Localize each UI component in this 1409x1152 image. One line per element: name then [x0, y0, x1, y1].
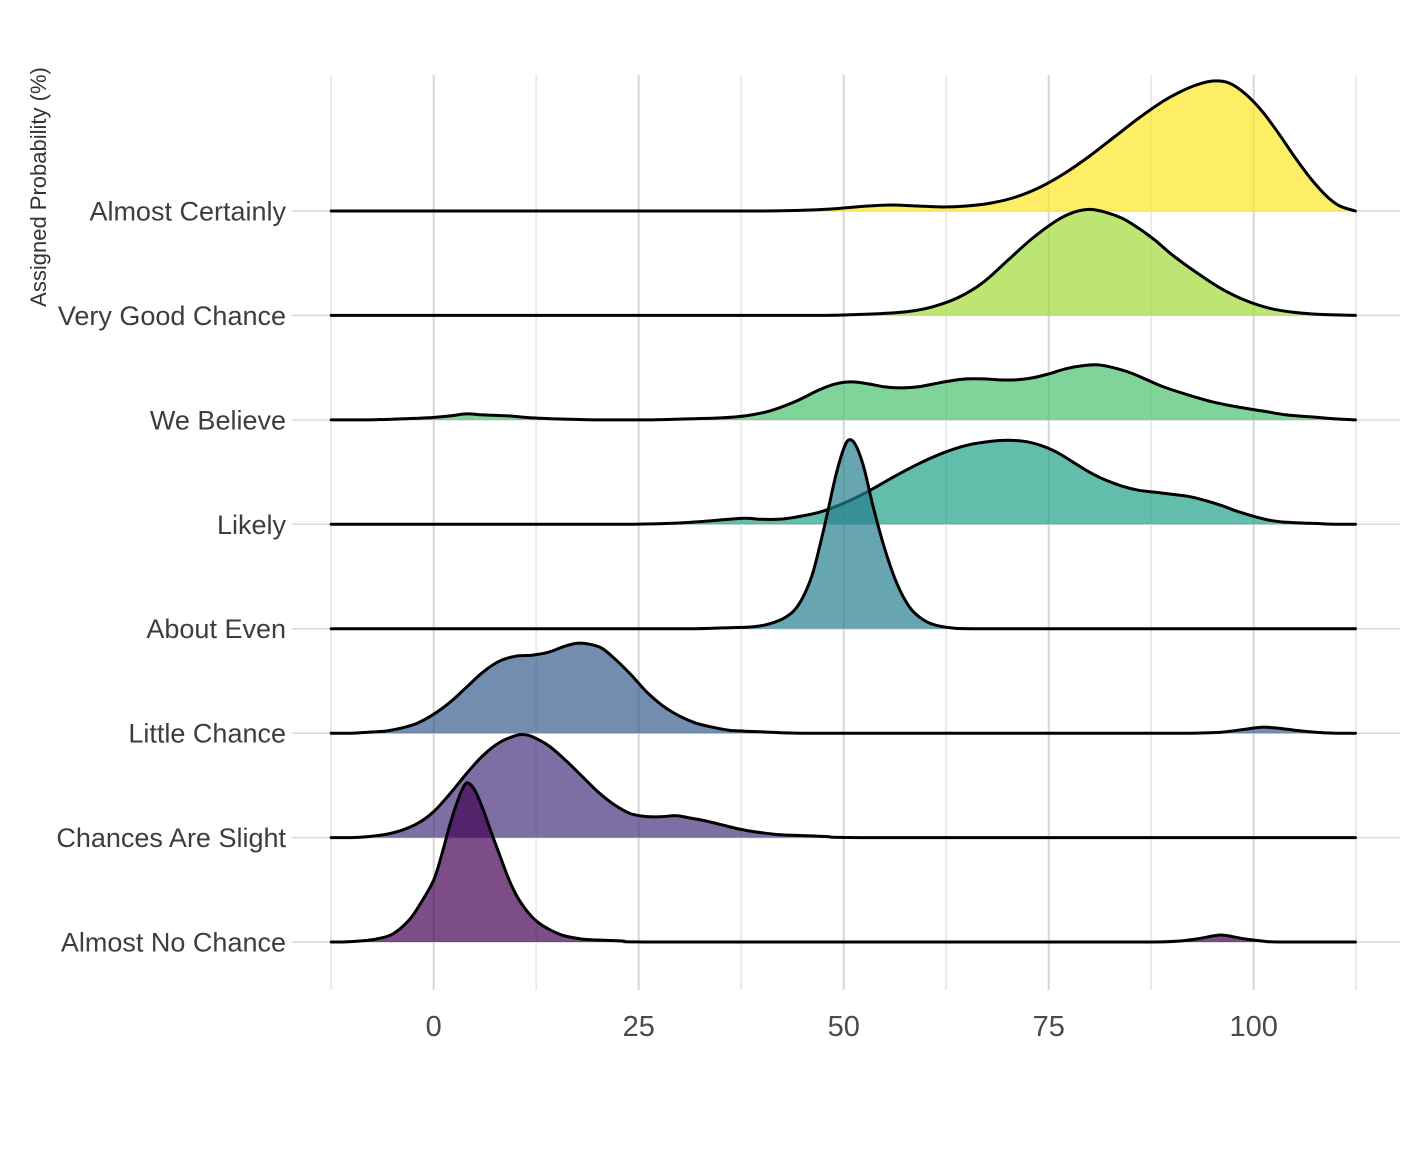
ridge-layer [329, 79, 1357, 944]
ridge-almost-no-chance [329, 781, 1357, 944]
ridge-about-even [329, 438, 1357, 631]
category-label-chances-are-slight: Chances Are Slight [56, 823, 286, 853]
category-label-we-believe: We Believe [150, 405, 286, 435]
x-tick-label-75: 75 [1033, 1011, 1065, 1043]
ridge-we-believe [329, 363, 1357, 422]
category-label-very-good-chance: Very Good Chance [58, 301, 286, 331]
ridge-little-chance [329, 641, 1357, 735]
label-layer: Almost Certainly Very Good Chance We Belie… [56, 197, 1278, 1044]
category-label-almost-certainly: Almost Certainly [89, 197, 286, 227]
category-label-almost-no-chance: Almost No Chance [61, 928, 286, 958]
ridge-likely [329, 438, 1357, 526]
x-tick-label-25: 25 [623, 1011, 655, 1043]
ridge-almost-certainly [329, 79, 1357, 213]
y-axis-title: Assigned Probability (%) [26, 67, 51, 307]
category-label-likely: Likely [217, 510, 287, 540]
x-tick-label-0: 0 [426, 1011, 442, 1043]
x-tick-label-50: 50 [828, 1011, 860, 1043]
ridge-chances-are-slight [329, 732, 1357, 840]
x-tick-label-100: 100 [1230, 1011, 1278, 1043]
category-label-little-chance: Little Chance [128, 719, 286, 749]
ridge-very-good-chance [329, 207, 1357, 317]
category-label-about-even: About Even [146, 614, 286, 644]
